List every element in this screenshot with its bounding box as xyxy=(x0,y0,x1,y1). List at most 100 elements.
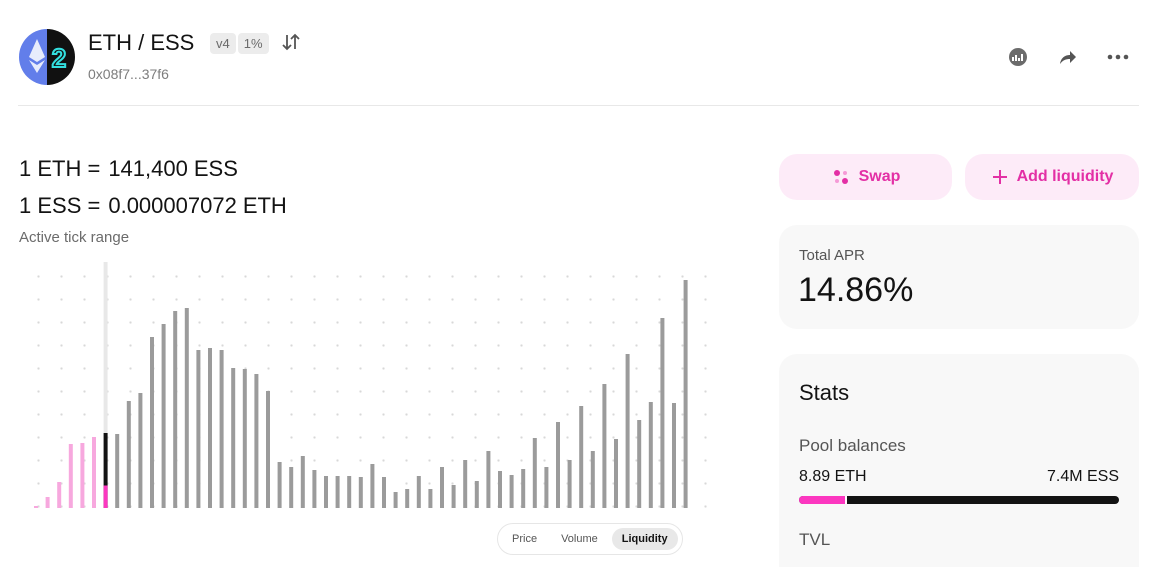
plus-icon xyxy=(992,170,1007,184)
token0-share xyxy=(799,496,848,504)
liquidity-chart xyxy=(18,255,708,515)
active-bar xyxy=(103,433,108,508)
liquidity-bar xyxy=(498,471,502,508)
token1-balance: 7.4M ESS xyxy=(1046,468,1119,485)
price-quote: ETH xyxy=(242,193,287,218)
active-bar-base xyxy=(103,485,108,508)
liquidity-bar xyxy=(254,374,259,508)
liquidity-bar xyxy=(440,467,444,508)
liquidity-bar xyxy=(637,420,642,508)
liquidity-bar xyxy=(556,422,560,508)
liquidity-bar xyxy=(289,467,294,508)
liquidity-bar xyxy=(393,492,398,508)
liquidity-bar xyxy=(567,460,572,508)
liquidity-bar xyxy=(463,460,468,508)
liquidity-bar xyxy=(335,476,340,508)
liquidity-bar xyxy=(474,481,479,508)
liquidity-bar xyxy=(34,506,38,508)
active-range-line xyxy=(103,262,108,508)
liquidity-bar xyxy=(382,477,386,508)
add-liquidity-label: Add liquidity xyxy=(1016,168,1114,185)
swap-label: Swap xyxy=(858,168,901,185)
invert-icon[interactable] xyxy=(282,32,300,52)
share-icon[interactable] xyxy=(1058,48,1078,66)
liquidity-bar xyxy=(672,403,676,508)
liquidity-bar xyxy=(614,439,618,508)
liquidity-bar xyxy=(358,477,363,508)
price-line: 1 ETH = 141,400 ESS xyxy=(19,156,238,182)
liquidity-bar xyxy=(277,462,282,508)
liquidity-bar xyxy=(660,318,665,508)
liquidity-bar xyxy=(266,391,270,508)
balance-bar xyxy=(799,496,1119,504)
liquidity-bar xyxy=(579,406,584,508)
liquidity-bar xyxy=(416,476,421,508)
liquidity-bar xyxy=(312,470,317,508)
liquidity-bar xyxy=(544,467,549,508)
liquidity-bar xyxy=(184,308,189,508)
liquidity-bar xyxy=(451,485,456,508)
pool-address[interactable]: 0x08f7...37f6 xyxy=(88,66,169,82)
tvl-label: TVL xyxy=(799,530,831,549)
price-line: 1 ESS = 0.000007072 ETH xyxy=(19,193,287,219)
toggle-button[interactable]: Liquidity xyxy=(611,528,678,550)
pool-logo: 2 xyxy=(19,29,75,85)
liquidity-bar xyxy=(486,451,491,508)
price-base: 1 ETH = xyxy=(19,156,101,181)
liquidity-bar xyxy=(509,475,514,508)
apr-card: Total APR 14.86% xyxy=(779,225,1139,329)
swap-button[interactable]: Swap xyxy=(779,154,952,200)
price-amount: 141,400 xyxy=(108,156,188,181)
liquidity-bar xyxy=(625,354,630,508)
version-badge: v4 xyxy=(210,33,236,54)
pool-balances-label: Pool balances xyxy=(799,436,906,455)
pool-title: ETH / ESS xyxy=(88,30,195,55)
liquidity-bar xyxy=(161,324,166,508)
liquidity-bar xyxy=(115,434,120,508)
liquidity-bar xyxy=(68,444,73,508)
liquidity-bar xyxy=(92,437,96,508)
liquidity-bar xyxy=(347,476,352,508)
liquidity-bar xyxy=(648,402,653,508)
chart-toggle: Price Volume Liquidity xyxy=(497,523,683,555)
liquidity-bar xyxy=(405,489,410,508)
chart-label: Active tick range xyxy=(19,229,130,246)
liquidity-bar xyxy=(57,482,62,508)
liquidity-bar xyxy=(242,369,247,508)
liquidity-bar xyxy=(602,384,607,508)
apr-value: 14.86% xyxy=(798,271,914,309)
divider xyxy=(18,105,1139,106)
token0-balance: 8.89 ETH xyxy=(799,468,867,485)
toggle-button[interactable]: Price xyxy=(512,533,538,545)
liquidity-bar xyxy=(173,311,178,508)
liquidity-bar xyxy=(231,368,236,508)
stats-title: Stats xyxy=(799,380,850,405)
liquidity-bar xyxy=(532,438,537,508)
price-quote: ESS xyxy=(193,156,238,181)
liquidity-bar xyxy=(428,489,433,508)
liquidity-bar xyxy=(196,350,201,508)
fee-badge: 1% xyxy=(237,33,269,54)
liquidity-bar xyxy=(324,476,328,508)
swap-icon xyxy=(833,170,848,184)
liquidity-bar xyxy=(126,401,131,508)
price-amount: 0.000007072 xyxy=(108,193,237,218)
toggle-button[interactable]: Volume xyxy=(561,533,598,545)
price-base: 1 ESS = xyxy=(19,193,101,218)
liquidity-bar xyxy=(683,280,688,508)
add-liquidity-button[interactable]: Add liquidity xyxy=(965,154,1139,200)
liquidity-bar xyxy=(150,337,154,508)
liquidity-bar xyxy=(590,451,595,508)
liquidity-bar xyxy=(300,456,305,508)
liquidity-bar xyxy=(80,443,85,508)
liquidity-bar xyxy=(521,469,526,508)
liquidity-bar xyxy=(370,464,375,508)
liquidity-bar xyxy=(138,393,143,508)
svg-text:2: 2 xyxy=(52,43,66,73)
liquidity-bar xyxy=(208,348,212,508)
explorer-icon[interactable] xyxy=(1007,46,1029,68)
liquidity-bar xyxy=(45,497,50,508)
more-icon[interactable] xyxy=(1107,52,1129,62)
liquidity-bar xyxy=(219,350,224,508)
